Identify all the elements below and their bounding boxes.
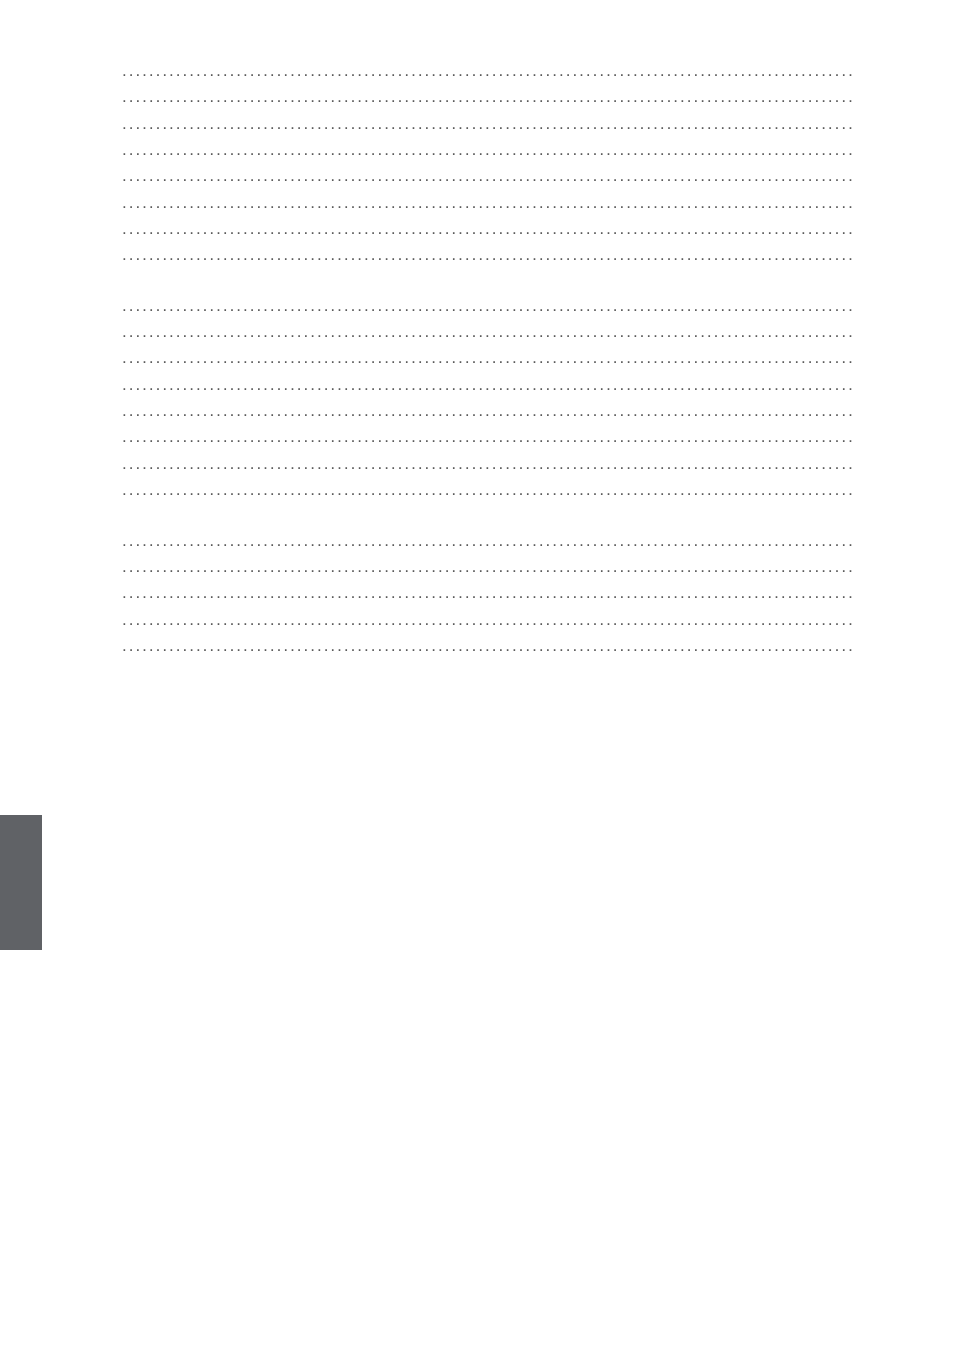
leader-dots: ........................................… [122,242,856,268]
page-content: ........................................… [0,0,954,659]
leader-dots: ........................................… [122,528,856,554]
language-tab [0,815,42,950]
leader-dots: ........................................… [122,84,856,110]
leader-dots: ........................................… [122,372,856,398]
spec-row: ........................................… [120,633,858,659]
spec-row: ........................................… [120,345,858,371]
leader-dots: ........................................… [122,554,856,580]
spec-row: ........................................… [120,554,858,580]
spec-row: ........................................… [120,319,858,345]
spec-row: ........................................… [120,607,858,633]
spec-row: ........................................… [120,163,858,189]
spec-row: ........................................… [120,580,858,606]
spec-row: ........................................… [120,451,858,477]
leader-dots: ........................................… [122,293,856,319]
leader-dots: ........................................… [122,424,856,450]
leader-dots: ........................................… [122,633,856,659]
leader-dots: ........................................… [122,111,856,137]
leader-dots: ........................................… [122,580,856,606]
leader-dots: ........................................… [122,477,856,503]
leader-dots: ........................................… [122,190,856,216]
leader-dots: ........................................… [122,607,856,633]
spec-row: ........................................… [120,190,858,216]
section-recepteur: ........................................… [120,293,858,504]
spec-row: ........................................… [120,216,858,242]
leader-dots: ........................................… [122,451,856,477]
spec-row: ........................................… [120,477,858,503]
spec-row: ........................................… [120,84,858,110]
leader-dots: ........................................… [122,58,856,84]
spec-row: ........................................… [120,111,858,137]
spec-row: ........................................… [120,242,858,268]
section-generalites: ........................................… [120,58,858,269]
leader-dots: ........................................… [122,216,856,242]
leader-dots: ........................................… [122,137,856,163]
spec-row: ........................................… [120,293,858,319]
spec-row: ........................................… [120,398,858,424]
section-emetteur: ........................................… [120,528,858,660]
spec-row: ........................................… [120,58,858,84]
leader-dots: ........................................… [122,345,856,371]
leader-dots: ........................................… [122,398,856,424]
spec-row: ........................................… [120,137,858,163]
spec-row: ........................................… [120,528,858,554]
leader-dots: ........................................… [122,163,856,189]
spec-row: ........................................… [120,424,858,450]
leader-dots: ........................................… [122,319,856,345]
spec-row: ........................................… [120,372,858,398]
